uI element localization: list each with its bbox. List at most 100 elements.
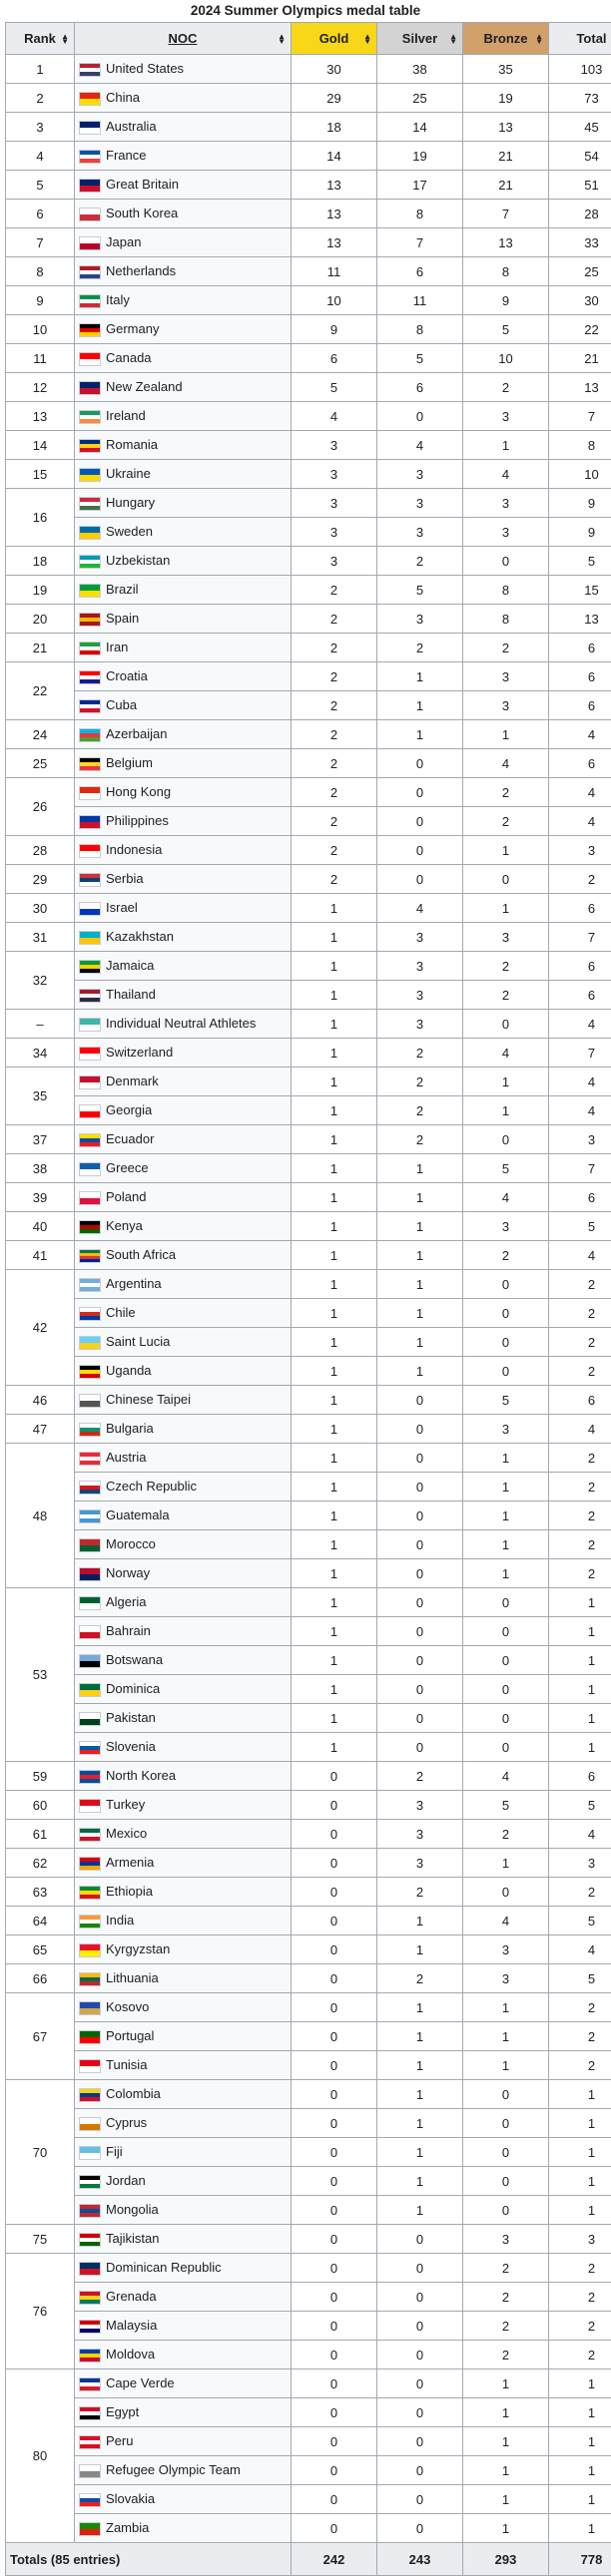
country-link[interactable]: United States bbox=[106, 61, 185, 77]
country-link[interactable]: Poland bbox=[106, 1189, 147, 1205]
country-link[interactable]: Romania bbox=[106, 437, 159, 453]
country-link[interactable]: Japan bbox=[106, 234, 142, 250]
country-link[interactable]: Dominica bbox=[106, 1681, 161, 1697]
country-link[interactable]: Tunisia bbox=[106, 2057, 148, 2073]
country-link[interactable]: Moldova bbox=[106, 2347, 156, 2362]
country-link[interactable]: Malaysia bbox=[106, 2318, 158, 2334]
country-link[interactable]: Czech Republic bbox=[106, 1479, 198, 1495]
country-link[interactable]: India bbox=[106, 1913, 135, 1929]
country-link[interactable]: Sweden bbox=[106, 524, 153, 540]
gold-header[interactable]: Gold ▲ ▼ bbox=[291, 22, 377, 55]
silver-header[interactable]: Silver ▲ ▼ bbox=[376, 22, 463, 55]
country-link[interactable]: Dominican Republic bbox=[106, 2260, 222, 2276]
sort-icon[interactable]: ▲ ▼ bbox=[61, 31, 69, 46]
country-link[interactable]: Germany bbox=[106, 321, 160, 337]
total-header[interactable]: Total ▲▼ bbox=[548, 22, 611, 55]
country-link[interactable]: France bbox=[106, 148, 147, 164]
country-link[interactable]: Azerbaijan bbox=[106, 726, 168, 742]
country-link[interactable]: Croatia bbox=[106, 668, 148, 684]
country-link[interactable]: Spain bbox=[106, 611, 140, 627]
country-link[interactable]: Algeria bbox=[106, 1594, 147, 1610]
country-link[interactable]: Ethiopia bbox=[106, 1884, 153, 1900]
country-link[interactable]: Fiji bbox=[106, 2144, 123, 2160]
country-link[interactable]: Slovakia bbox=[106, 2491, 156, 2507]
country-link[interactable]: Thailand bbox=[106, 987, 156, 1003]
country-link[interactable]: Kenya bbox=[106, 1218, 143, 1234]
country-link[interactable]: Hong Kong bbox=[106, 784, 172, 800]
country-link[interactable]: Uganda bbox=[106, 1363, 152, 1379]
country-link[interactable]: Grenada bbox=[106, 2289, 157, 2305]
country-link[interactable]: Ecuador bbox=[106, 1131, 155, 1147]
country-link[interactable]: Peru bbox=[106, 2433, 134, 2449]
country-link[interactable]: Cuba bbox=[106, 697, 138, 713]
country-link[interactable]: Belgium bbox=[106, 755, 153, 771]
country-link[interactable]: Slovenia bbox=[106, 1739, 156, 1755]
noc-header-link[interactable]: NOC bbox=[168, 31, 198, 46]
country-link[interactable]: Egypt bbox=[106, 2404, 140, 2420]
country-link[interactable]: Italy bbox=[106, 292, 130, 308]
country-link[interactable]: Kazakhstan bbox=[106, 929, 174, 945]
country-link[interactable]: Uzbekistan bbox=[106, 553, 171, 569]
sort-icon[interactable]: ▲ ▼ bbox=[278, 31, 286, 46]
country-link[interactable]: Brazil bbox=[106, 582, 139, 598]
country-link[interactable]: Cape Verde bbox=[106, 2375, 175, 2391]
country-link[interactable]: Chinese Taipei bbox=[106, 1392, 192, 1408]
country-link[interactable]: Guatemala bbox=[106, 1507, 170, 1523]
country-link[interactable]: Portugal bbox=[106, 2028, 155, 2044]
country-link[interactable]: Kyrgyzstan bbox=[106, 1941, 171, 1957]
country-link[interactable]: Individual Neutral Athletes bbox=[106, 1016, 257, 1032]
country-link[interactable]: China bbox=[106, 90, 140, 106]
country-link[interactable]: Switzerland bbox=[106, 1045, 174, 1061]
country-link[interactable]: Kosovo bbox=[106, 1999, 150, 2015]
sort-icon[interactable]: ▲ ▼ bbox=[363, 31, 371, 46]
country-link[interactable]: Austria bbox=[106, 1450, 147, 1466]
silver-cell: 1 bbox=[376, 661, 463, 691]
country-link[interactable]: Norway bbox=[106, 1565, 151, 1581]
country-link[interactable]: Saint Lucia bbox=[106, 1334, 171, 1350]
country-link[interactable]: Mexico bbox=[106, 1826, 148, 1842]
sort-icon[interactable]: ▲ ▼ bbox=[535, 31, 543, 46]
country-link[interactable]: Tajikistan bbox=[106, 2231, 160, 2247]
country-link[interactable]: Ukraine bbox=[106, 466, 151, 482]
country-link[interactable]: Iran bbox=[106, 640, 129, 655]
country-link[interactable]: Botswana bbox=[106, 1652, 164, 1668]
country-link[interactable]: Philippines bbox=[106, 813, 169, 829]
country-link[interactable]: Zambia bbox=[106, 2520, 150, 2536]
bronze-header[interactable]: Bronze ▲ ▼ bbox=[462, 22, 549, 55]
sort-icon[interactable]: ▲ ▼ bbox=[449, 31, 457, 46]
country-link[interactable]: Ireland bbox=[106, 408, 146, 424]
country-link[interactable]: Lithuania bbox=[106, 1970, 159, 1986]
country-link[interactable]: Canada bbox=[106, 350, 152, 366]
country-link[interactable]: Mongolia bbox=[106, 2202, 159, 2218]
country-link[interactable]: Serbia bbox=[106, 871, 144, 887]
country-link[interactable]: New Zealand bbox=[106, 379, 183, 395]
country-link[interactable]: Turkey bbox=[106, 1797, 146, 1813]
country-link[interactable]: Argentina bbox=[106, 1276, 162, 1292]
country-link[interactable]: Pakistan bbox=[106, 1710, 156, 1726]
country-link[interactable]: Bulgaria bbox=[106, 1421, 154, 1437]
country-link[interactable]: Refugee Olympic Team bbox=[106, 2462, 241, 2478]
country-link[interactable]: South Korea bbox=[106, 206, 179, 221]
country-link[interactable]: South Africa bbox=[106, 1247, 177, 1263]
noc-header[interactable]: NOC ▲ ▼ bbox=[74, 22, 292, 55]
country-link[interactable]: Australia bbox=[106, 119, 157, 135]
rank-header[interactable]: Rank ▲ ▼ bbox=[5, 22, 75, 55]
country-link[interactable]: Bahrain bbox=[106, 1623, 151, 1639]
country-link[interactable]: Georgia bbox=[106, 1102, 153, 1118]
country-link[interactable]: Morocco bbox=[106, 1536, 156, 1552]
country-link[interactable]: Great Britain bbox=[106, 177, 179, 193]
country-link[interactable]: Colombia bbox=[106, 2086, 161, 2102]
bronze-cell: 0 bbox=[462, 1703, 549, 1733]
country-link[interactable]: Chile bbox=[106, 1305, 136, 1321]
country-link[interactable]: Greece bbox=[106, 1160, 149, 1176]
country-link[interactable]: Armenia bbox=[106, 1855, 155, 1871]
country-link[interactable]: Cyprus bbox=[106, 2115, 148, 2131]
country-link[interactable]: Hungary bbox=[106, 495, 156, 511]
country-link[interactable]: Indonesia bbox=[106, 842, 163, 858]
country-link[interactable]: Jamaica bbox=[106, 958, 155, 974]
country-link[interactable]: Israel bbox=[106, 900, 138, 916]
country-link[interactable]: Denmark bbox=[106, 1073, 159, 1089]
country-link[interactable]: Netherlands bbox=[106, 263, 177, 279]
country-link[interactable]: North Korea bbox=[106, 1768, 177, 1784]
country-link[interactable]: Jordan bbox=[106, 2173, 146, 2189]
